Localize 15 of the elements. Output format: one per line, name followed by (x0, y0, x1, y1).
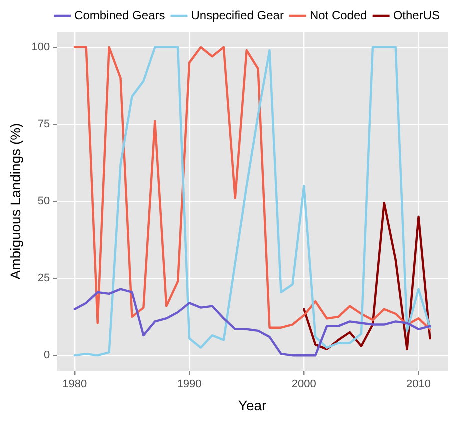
x-tick-label: 2000 (292, 378, 316, 391)
legend-label: Not Coded (310, 8, 368, 22)
legend-label: Combined Gears (74, 8, 166, 22)
y-tick-label: 25 (38, 272, 50, 285)
y-tick-label: 0 (44, 350, 50, 362)
y-tick-label: 75 (38, 118, 50, 130)
x-tick-label: 1980 (62, 378, 88, 391)
y-tick-label: 100 (32, 41, 50, 54)
x-tick-label: 2010 (406, 378, 432, 391)
legend-label: Unspecified Gear (191, 8, 284, 22)
legend-label: OtherUS (393, 8, 440, 22)
y-tick-label: 50 (38, 196, 50, 208)
x-tick-label: 1990 (177, 378, 202, 391)
x-axis-title: Year (238, 397, 268, 414)
y-axis-title: Ambiguous Landings (%) (7, 123, 24, 280)
